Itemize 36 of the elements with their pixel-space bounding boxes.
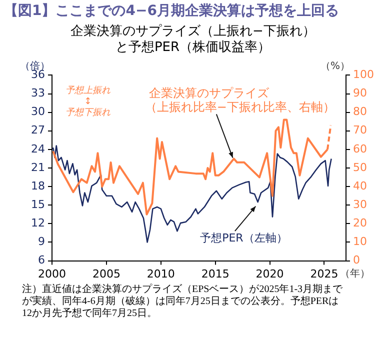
series-label: 予想PER（左軸）: [200, 231, 288, 244]
x-tick-label: 2005: [92, 267, 120, 280]
y2-tick-label: 60: [353, 142, 367, 156]
y-tick-label: 33: [31, 86, 45, 100]
y2-tick-label: 0: [353, 254, 360, 267]
y2-tick-label: 40: [353, 179, 367, 192]
y2-axis-title: （%）: [320, 60, 350, 72]
x-axis-title: （年）: [340, 267, 370, 280]
chart-title: 【図1】ここまでの4−6月期企業決算は予想を上回る: [3, 2, 340, 20]
y-tick-label: 36: [31, 68, 45, 82]
y-tick-label: 21: [31, 160, 45, 174]
x-tick-label: 2010: [146, 267, 175, 280]
y2-tick-label: 90: [353, 86, 367, 100]
x-tick-label: 2025: [310, 267, 338, 280]
y-tick-label: 12: [31, 216, 45, 230]
y-tick-label: 30: [31, 105, 45, 118]
y-tick-label: 18: [31, 179, 45, 192]
y-tick-label: 6: [38, 254, 45, 267]
chart-subtitle: 企業決算のサプライズ（上振れ−下振れ）と予想PER（株価収益率）: [70, 24, 316, 55]
y-tick-label: 9: [38, 235, 45, 248]
y-tick-label: 27: [31, 124, 45, 137]
text: 企業決算のサプライズ（上振れ比率−下振れ比率、右軸）: [144, 86, 335, 114]
x-tick-label: 2000: [38, 267, 66, 280]
y-tick-label: 15: [31, 198, 45, 211]
y2-tick-label: 80: [353, 105, 367, 118]
y2-tick-label: 50: [353, 160, 367, 174]
y2-tick-label: 100: [353, 68, 374, 82]
y-tick-label: 24: [31, 142, 45, 156]
text: 注）直近値は企業決算のサプライズ（EPSベース）が2025年1-3月期までが実績、同年4-6月期（破線）は同年7月25日までの公表分。予想PERは12か月先予想で同年7月25日。: [22, 284, 344, 320]
x-tick-label: 2020: [256, 267, 284, 280]
x-tick-label: 2015: [201, 267, 230, 280]
y2-tick-label: 20: [353, 216, 367, 230]
annotation: 予想上振れ ↕ 予想下振れ: [65, 85, 110, 118]
y2-tick-label: 30: [353, 198, 367, 211]
y2-tick-label: 10: [353, 235, 367, 248]
y2-tick-label: 70: [353, 124, 367, 137]
